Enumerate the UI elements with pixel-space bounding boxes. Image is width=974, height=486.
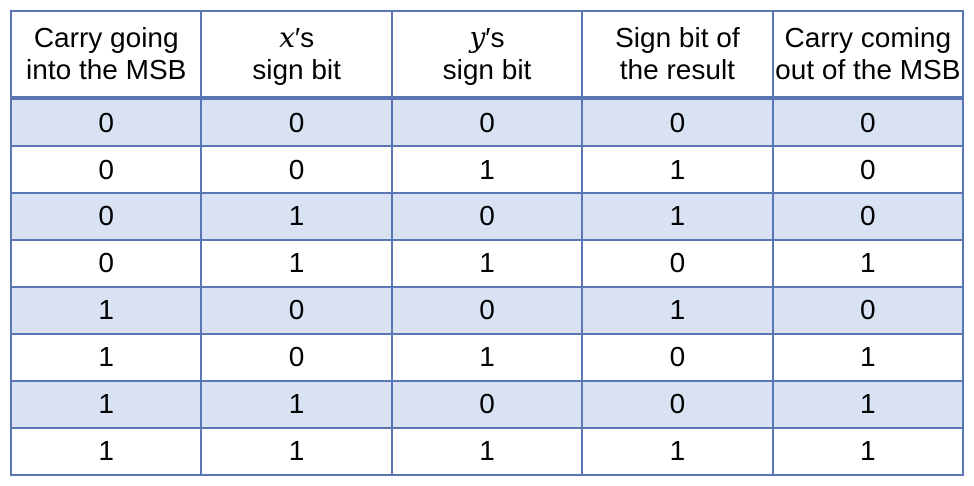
cell-y-sign: 1 [390,238,584,288]
cell-y-sign: 1 [390,426,584,477]
table-row: 1 1 0 0 1 [9,379,965,429]
cell-x-sign: 1 [200,238,393,288]
header-x-sign-bit: x′s sign bit [200,10,393,100]
header-carry-in-line2: into the MSB [26,54,187,85]
cell-carry-out: 0 [771,285,965,335]
cell-carry-in: 1 [9,426,203,477]
cell-carry-in: 0 [9,145,203,194]
header-result-sign-bit-line1: Sign bit of [615,22,740,53]
cell-result-sign: 0 [581,379,774,429]
cell-carry-out: 0 [771,145,965,194]
header-y-sign-bit: y′s sign bit [390,10,584,100]
header-y-sign-bit-line2: sign bit [442,54,532,85]
table-row: 0 0 0 0 0 [9,96,965,148]
table-row: 0 1 0 1 0 [9,192,965,241]
cell-carry-out: 1 [771,426,965,477]
cell-y-sign: 0 [390,96,584,148]
header-result-sign-bit: Sign bit of the result [581,10,774,100]
truth-table-container: Carry going into the MSB x′s sign bit y′… [9,10,965,477]
cell-carry-out: 0 [771,192,965,241]
x-variable: x [279,21,295,54]
cell-y-sign: 0 [390,192,584,241]
cell-x-sign: 0 [200,145,393,194]
cell-result-sign: 1 [581,426,774,477]
cell-x-sign: 1 [200,192,393,241]
cell-x-sign: 0 [200,96,393,148]
header-carry-in-line1: Carry going [33,22,179,53]
header-carry-out-line1: Carry coming [784,22,952,53]
header-carry-in: Carry going into the MSB [9,10,203,100]
truth-table: Carry going into the MSB x′s sign bit y′… [9,10,965,477]
cell-carry-in: 1 [9,332,203,382]
cell-result-sign: 1 [581,285,774,335]
cell-x-sign: 0 [200,332,393,382]
cell-result-sign: 0 [581,238,774,288]
cell-carry-out: 1 [771,238,965,288]
x-suffix: ′s [294,22,315,53]
y-variable: y [469,21,486,54]
table-row: 1 0 0 1 0 [9,285,965,335]
header-y-sign-bit-line1: y′s [393,22,581,54]
table-row: 0 1 1 0 1 [9,238,965,288]
cell-carry-out: 0 [771,96,965,148]
cell-y-sign: 1 [390,332,584,382]
header-x-sign-bit-line2: sign bit [252,54,341,85]
table-header-row: Carry going into the MSB x′s sign bit y′… [9,10,965,100]
cell-carry-out: 1 [771,379,965,429]
cell-y-sign: 0 [390,379,584,429]
header-carry-out: Carry coming out of the MSB [771,10,965,100]
cell-result-sign: 0 [581,96,774,148]
cell-carry-in: 0 [9,96,203,148]
header-x-sign-bit-line1: x′s [202,22,390,54]
table-row: 0 0 1 1 0 [9,145,965,194]
cell-carry-out: 1 [771,332,965,382]
cell-result-sign: 1 [581,192,774,241]
header-carry-out-line2: out of the MSB [775,54,961,85]
cell-result-sign: 0 [581,332,774,382]
table-row: 1 1 1 1 1 [9,426,965,477]
cell-y-sign: 0 [390,285,584,335]
cell-carry-in: 1 [9,285,203,335]
cell-carry-in: 1 [9,379,203,429]
cell-y-sign: 1 [390,145,584,194]
cell-carry-in: 0 [9,238,203,288]
y-suffix: ′s [485,22,505,53]
table-row: 1 0 1 0 1 [9,332,965,382]
cell-x-sign: 1 [200,379,393,429]
header-result-sign-bit-line2: the result [619,54,735,85]
cell-carry-in: 0 [9,192,203,241]
cell-x-sign: 0 [200,285,393,335]
cell-x-sign: 1 [200,426,393,477]
cell-result-sign: 1 [581,145,774,194]
